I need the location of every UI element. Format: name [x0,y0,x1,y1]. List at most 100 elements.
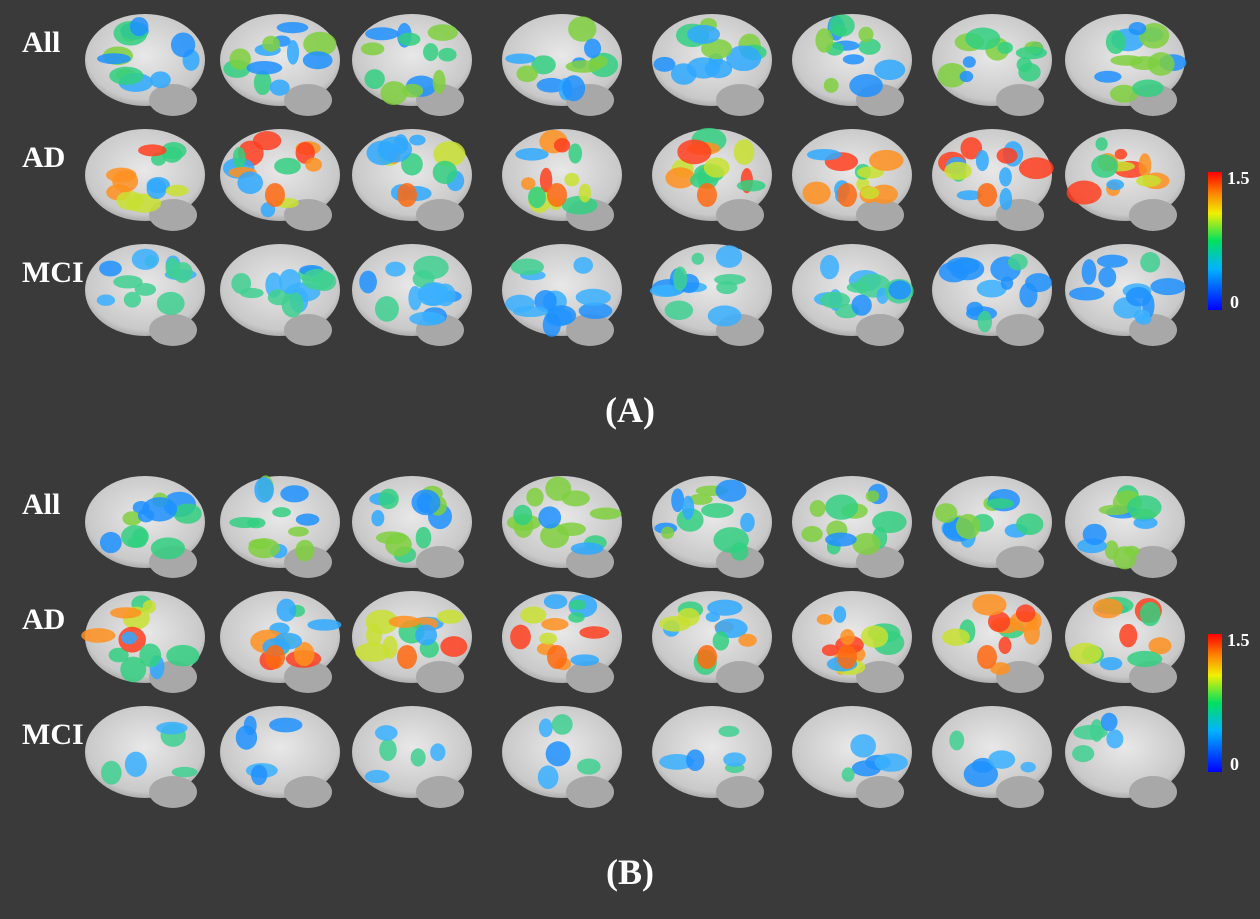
activation [1134,310,1151,322]
brain-slice [502,244,622,346]
activation [156,722,188,735]
activation [173,504,201,524]
brain-slice [1065,591,1185,693]
activation [1123,546,1139,556]
activation [397,183,417,207]
activation [997,148,1018,164]
activation [1100,657,1122,670]
panel-label: (B) [606,852,654,892]
activation [1140,252,1160,272]
activation [569,600,586,610]
activation [505,53,535,63]
activation [546,741,571,766]
activation [101,761,122,785]
row-label: MCI [22,256,84,289]
activation [433,70,446,94]
activation [999,167,1012,186]
activation [97,53,131,64]
activation [986,498,1014,508]
activation [307,619,341,631]
activation [677,140,711,165]
brain-slice [502,476,622,578]
activation [960,71,974,82]
activation [708,305,742,326]
brain-slice [502,14,622,116]
activation [287,40,299,65]
activation [801,526,823,542]
activation [365,770,390,783]
cerebellum [149,84,197,116]
activation [659,616,690,631]
brain-slice [932,706,1052,808]
activation [513,505,532,525]
brain-slice [502,706,622,808]
activation [576,289,611,306]
cerebellum [416,776,464,808]
activation [972,594,1006,616]
activation [977,645,997,669]
activation [701,503,734,518]
activation [874,59,905,80]
activation [824,78,839,93]
activation [1093,598,1123,618]
activation [557,522,586,536]
cerebellum [996,546,1044,578]
cerebellum [856,776,904,808]
activation [100,532,122,553]
activation [433,161,458,184]
activation [577,758,601,774]
activation [849,74,883,97]
activation [1020,762,1035,773]
activation [950,258,984,280]
brain-slice [932,476,1052,578]
activation [97,295,115,306]
colorbar-min: 0 [1230,754,1239,774]
activation [825,494,858,519]
activation [1099,505,1130,515]
activation [568,16,596,41]
activation [584,39,601,59]
brain-slice [220,14,340,116]
activation [707,600,742,616]
activation [303,51,333,69]
brain-slice [932,14,1052,116]
brain-slice [932,129,1054,231]
activation [977,183,997,207]
activation [277,599,297,622]
cerebellum [566,661,614,693]
brain-slice [652,128,772,231]
activation [807,149,842,160]
activation [265,645,285,669]
activation [820,255,839,279]
activation [869,150,904,171]
activation [738,634,756,647]
activation [665,301,694,320]
activation [246,61,282,75]
activation [687,57,720,78]
cerebellum [716,199,764,231]
activation [296,514,320,526]
activation [949,731,964,751]
activation [538,765,559,789]
activation [716,281,737,294]
activation [944,162,971,180]
activation [1148,52,1175,76]
activation [562,75,585,101]
activation [840,629,855,645]
activation [416,527,432,549]
activation [371,510,384,526]
activation [430,743,445,761]
activation [1016,513,1043,535]
activation [265,183,285,207]
activation [121,632,137,645]
cerebellum [996,314,1044,346]
activation [112,170,138,192]
colorbar [1208,634,1222,772]
activation [590,508,622,520]
activation [166,645,199,666]
brain-slice [1065,706,1185,808]
cerebellum [149,314,197,346]
activation [568,143,582,163]
activation [997,42,1013,54]
activation [516,65,538,82]
